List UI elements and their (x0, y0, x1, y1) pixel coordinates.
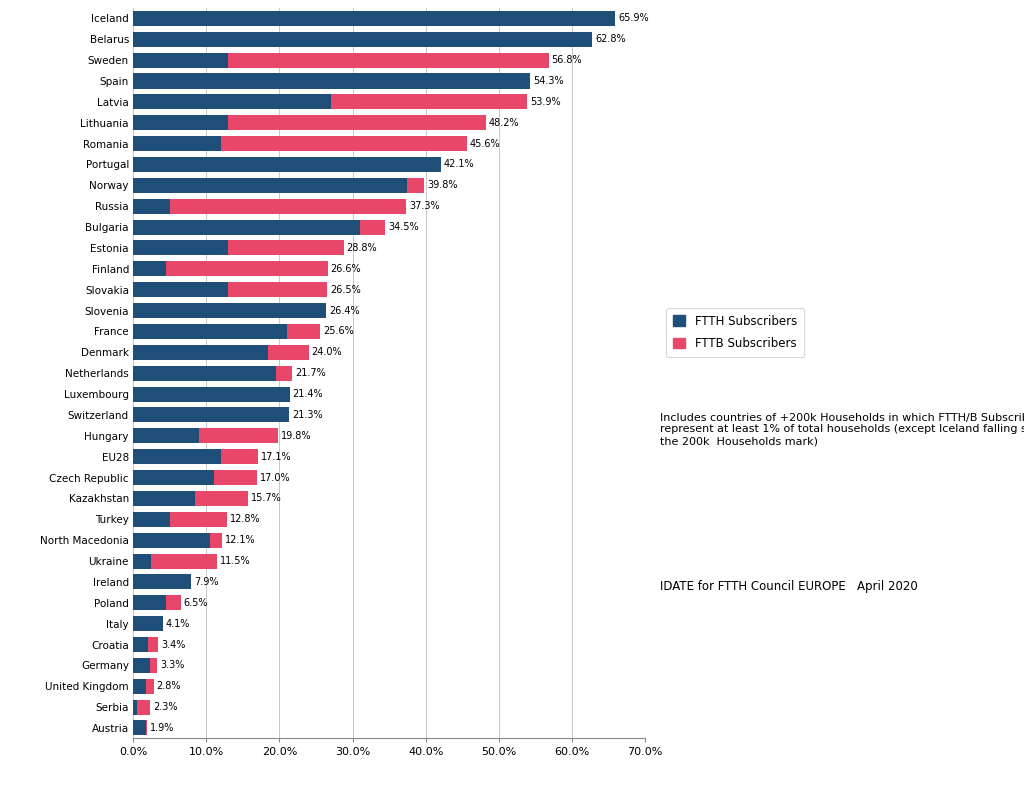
Text: 6.5%: 6.5% (183, 598, 208, 607)
Bar (268, 345, 308, 360)
Bar (133, 52, 228, 67)
Bar (133, 428, 199, 443)
Text: 48.2%: 48.2% (488, 118, 519, 128)
Bar (133, 720, 145, 735)
Bar (214, 470, 257, 485)
Text: 19.8%: 19.8% (281, 431, 311, 441)
Bar (331, 94, 527, 110)
Bar (210, 533, 221, 548)
Bar (170, 512, 226, 526)
Bar (133, 491, 196, 506)
Bar (152, 553, 217, 569)
Bar (133, 136, 221, 151)
Bar (133, 616, 163, 631)
Text: 4.1%: 4.1% (166, 619, 190, 629)
Bar (133, 470, 214, 485)
Bar (221, 449, 258, 464)
Text: 17.0%: 17.0% (260, 472, 291, 483)
Bar (133, 261, 166, 276)
Bar (133, 700, 137, 715)
Bar (196, 491, 248, 506)
Bar (133, 533, 210, 548)
Bar (133, 387, 290, 402)
Legend: FTTH Subscribers, FTTB Subscribers: FTTH Subscribers, FTTB Subscribers (667, 307, 804, 357)
Text: 7.9%: 7.9% (194, 577, 218, 587)
Text: 17.1%: 17.1% (261, 452, 292, 461)
Text: 54.3%: 54.3% (534, 76, 564, 86)
Bar (133, 512, 170, 526)
Text: 56.8%: 56.8% (552, 55, 582, 65)
Bar (133, 366, 275, 380)
Text: 65.9%: 65.9% (618, 13, 648, 23)
Bar (133, 324, 287, 339)
Bar (133, 345, 268, 360)
Bar (145, 720, 147, 735)
Bar (133, 32, 593, 47)
Bar (170, 198, 406, 214)
Text: 26.5%: 26.5% (330, 285, 360, 295)
Text: 15.7%: 15.7% (251, 493, 282, 503)
Bar (133, 596, 166, 611)
Bar (228, 115, 485, 130)
Bar (133, 178, 408, 193)
Bar (133, 679, 146, 694)
Text: 62.8%: 62.8% (595, 34, 626, 44)
Bar (228, 52, 549, 67)
Bar (133, 637, 147, 652)
Text: 21.7%: 21.7% (295, 368, 326, 378)
Text: 2.8%: 2.8% (157, 681, 181, 692)
Bar (228, 282, 327, 297)
Bar (133, 157, 441, 172)
Bar (166, 596, 180, 611)
Bar (166, 261, 328, 276)
Bar (133, 198, 170, 214)
Bar (221, 136, 467, 151)
Bar (147, 637, 158, 652)
Text: 11.5%: 11.5% (220, 556, 251, 566)
Bar (133, 574, 190, 589)
Bar (408, 178, 424, 193)
Bar (133, 11, 615, 26)
Bar (133, 282, 228, 297)
Text: 26.4%: 26.4% (329, 306, 359, 315)
Text: Includes countries of +200k Households in which FTTH/B Subscribers
represent at : Includes countries of +200k Households i… (660, 413, 1024, 446)
Text: 39.8%: 39.8% (427, 180, 458, 191)
Text: 28.8%: 28.8% (347, 243, 377, 253)
Text: IDATE for FTTH Council EUROPE   April 2020: IDATE for FTTH Council EUROPE April 2020 (660, 580, 919, 592)
Text: 34.5%: 34.5% (388, 222, 419, 232)
Text: 3.4%: 3.4% (161, 639, 185, 649)
Bar (275, 366, 292, 380)
Bar (133, 115, 228, 130)
Text: 42.1%: 42.1% (444, 160, 474, 169)
Text: 2.3%: 2.3% (153, 702, 177, 712)
Bar (133, 407, 289, 422)
Text: 1.9%: 1.9% (150, 723, 174, 733)
Text: 12.1%: 12.1% (224, 535, 255, 545)
Bar (228, 241, 344, 256)
Text: 53.9%: 53.9% (530, 97, 561, 107)
Bar (146, 679, 154, 694)
Text: 21.4%: 21.4% (293, 389, 324, 399)
Text: 3.3%: 3.3% (160, 661, 184, 670)
Bar (133, 74, 530, 88)
Bar (133, 220, 359, 234)
Text: 37.3%: 37.3% (409, 201, 439, 211)
Text: 45.6%: 45.6% (470, 139, 500, 148)
Text: 12.8%: 12.8% (229, 515, 260, 524)
Bar (133, 241, 228, 256)
Bar (133, 553, 152, 569)
Text: 25.6%: 25.6% (324, 326, 354, 337)
Text: 21.3%: 21.3% (292, 410, 323, 420)
Text: 24.0%: 24.0% (311, 347, 342, 357)
Bar (133, 658, 150, 673)
Bar (359, 220, 385, 234)
Bar (133, 449, 221, 464)
Text: 26.6%: 26.6% (331, 264, 361, 274)
Bar (133, 94, 331, 110)
Bar (133, 303, 327, 318)
Bar (199, 428, 278, 443)
Bar (287, 324, 321, 339)
Bar (150, 658, 158, 673)
Bar (137, 700, 150, 715)
